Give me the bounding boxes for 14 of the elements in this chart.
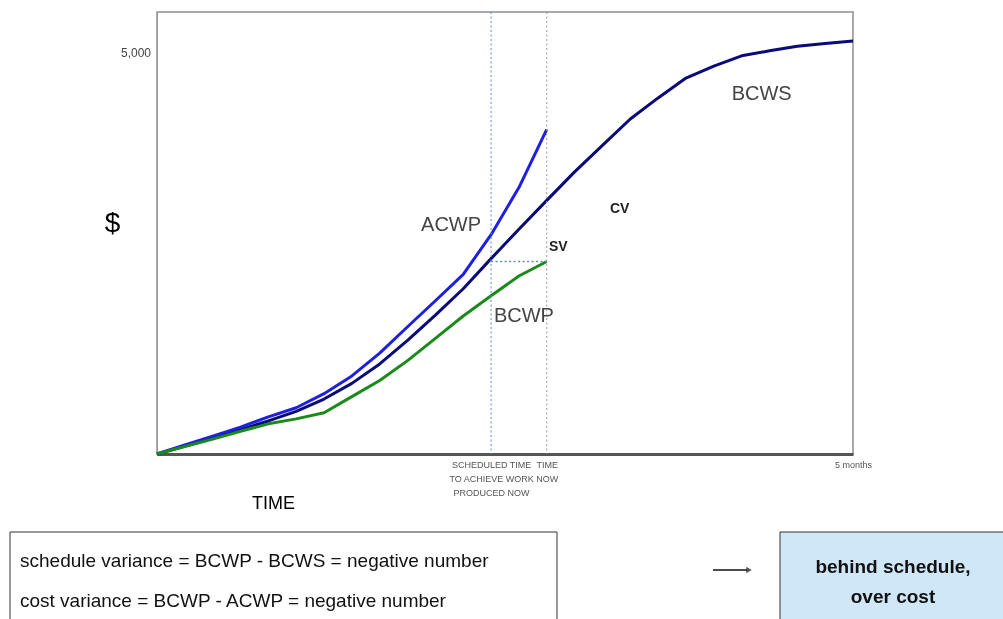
text: 5,000 xyxy=(120,46,152,60)
x-tick-label: TIME NOW xyxy=(536,459,559,484)
annotation: SV xyxy=(549,238,569,254)
x-axis-title: TIME xyxy=(252,492,295,513)
annotation: CV xyxy=(610,200,631,216)
text: schedule variance = BCWP - BCWS = negative number xyxy=(20,550,490,571)
y-axis-title: $ xyxy=(104,206,121,238)
series-label: BCWP xyxy=(493,303,554,326)
text: behind schedule, over cost xyxy=(815,556,971,607)
x-tick-label: SCHEDULED TIME TO ACHIEVE WORK PRODUCED NOW xyxy=(449,459,534,498)
text: cost variance = BCWP - ACWP = negative number xyxy=(20,590,447,611)
series-label: ACWP xyxy=(421,212,482,235)
x-tick-label: 5 months xyxy=(834,459,873,470)
series-label: BCWS xyxy=(731,81,792,104)
